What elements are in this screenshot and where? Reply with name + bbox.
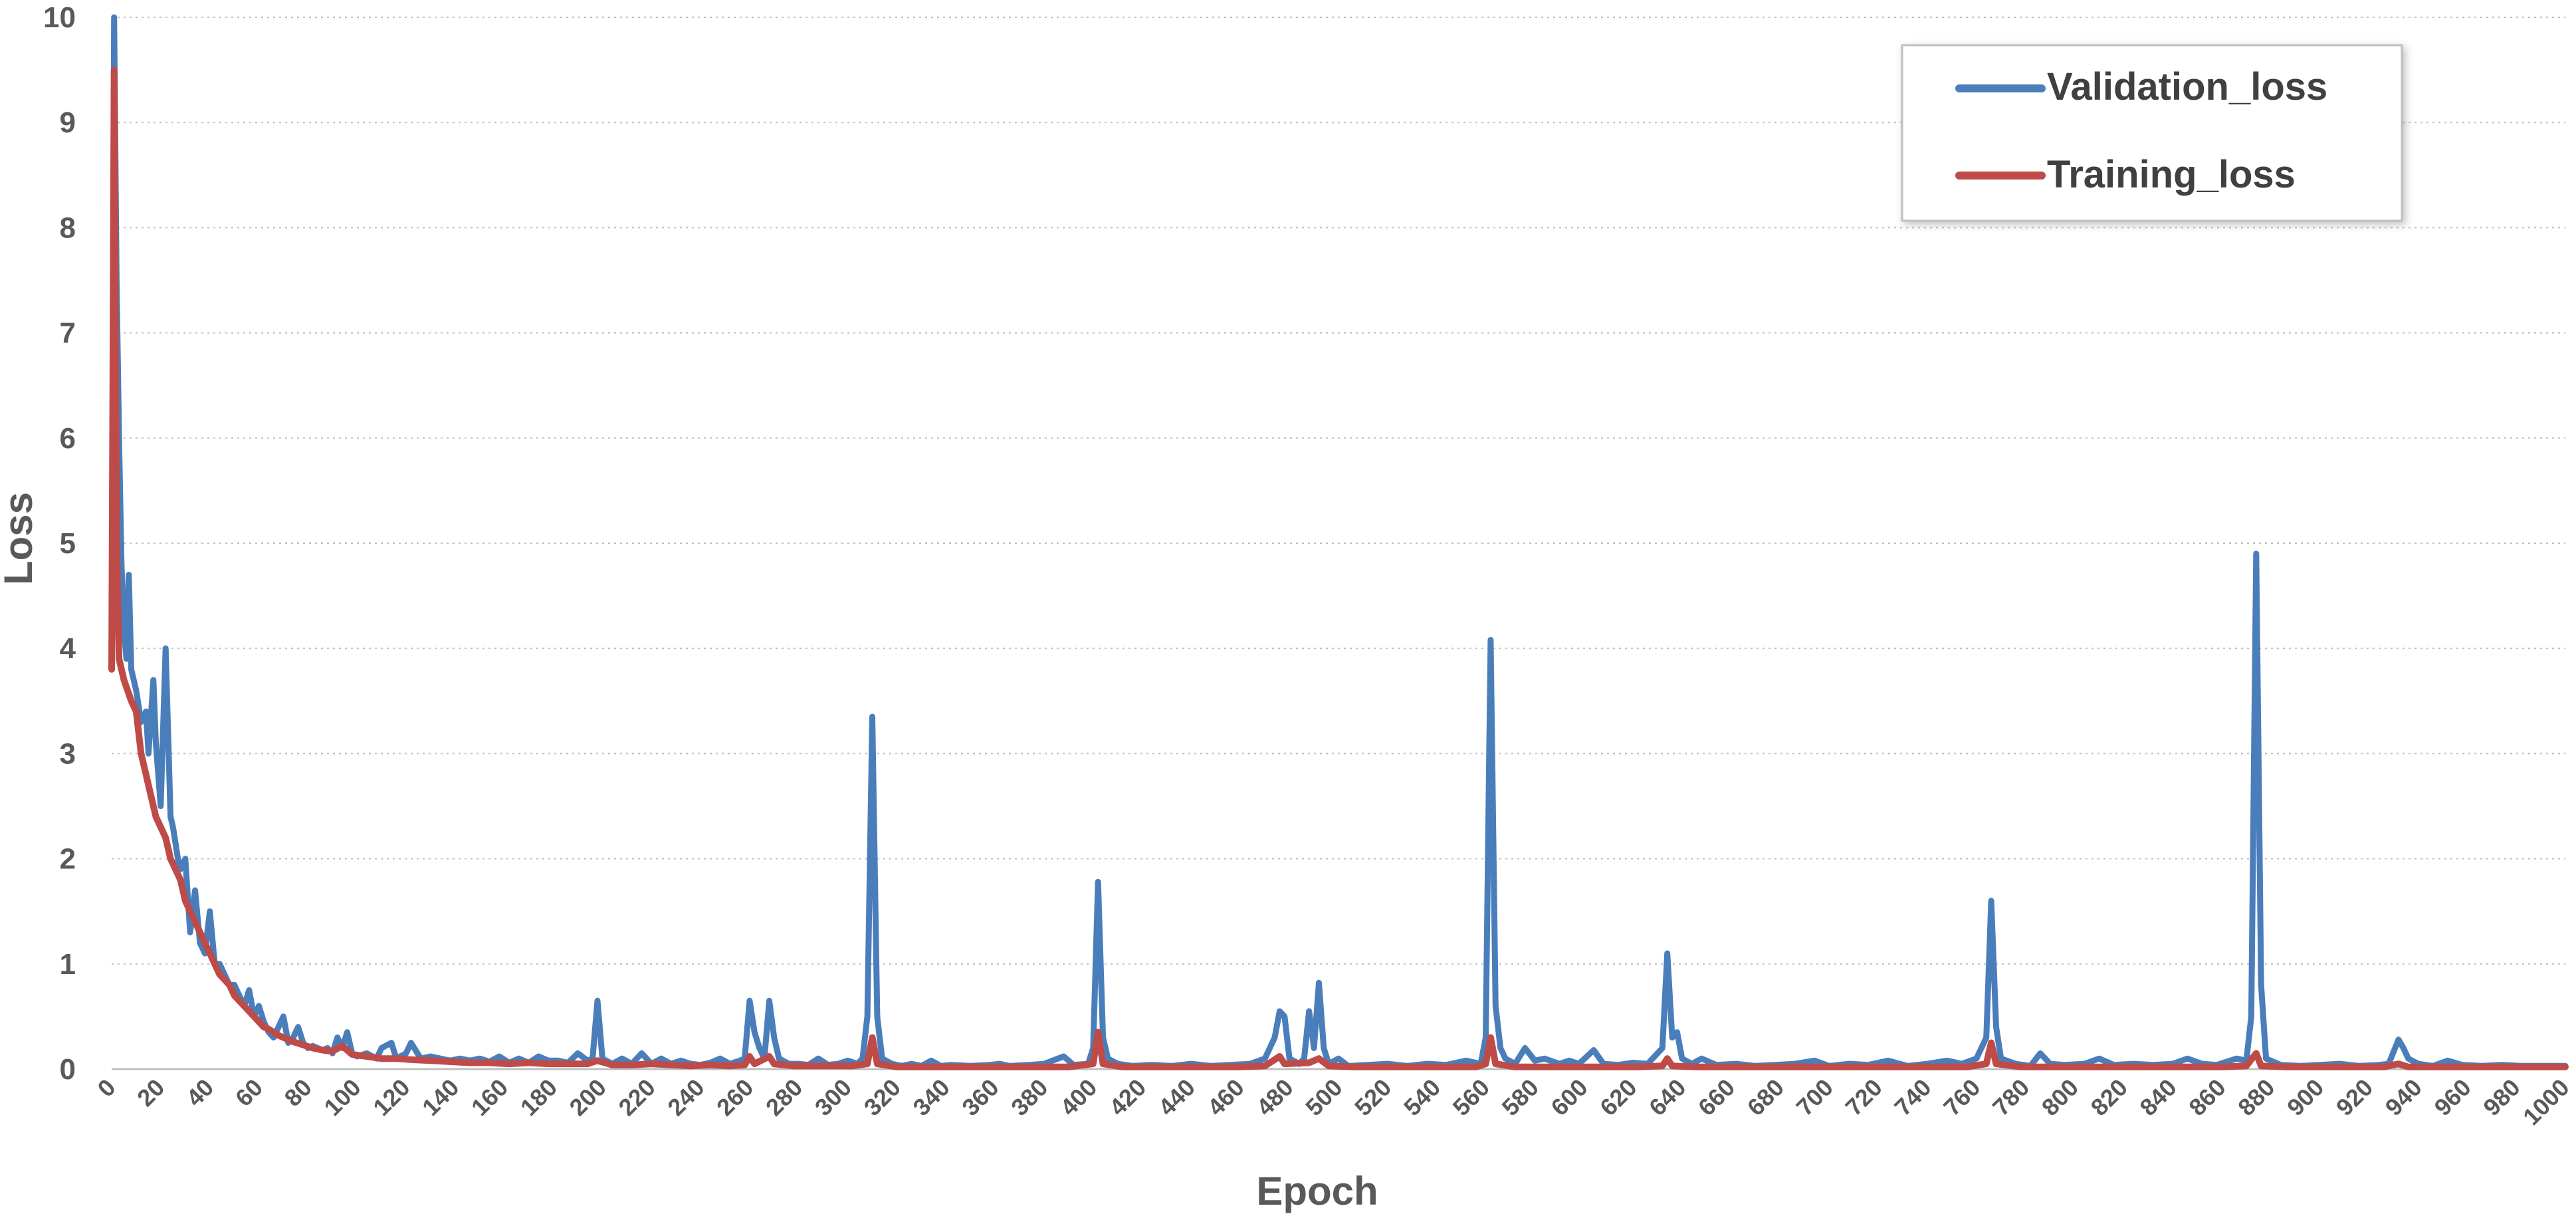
- x-tick-label: 900: [2282, 1074, 2329, 1121]
- x-tick-label: 340: [907, 1074, 954, 1121]
- y-tick-label: 0: [60, 1053, 76, 1086]
- x-tick-label: 540: [1398, 1074, 1446, 1121]
- y-tick-label: 4: [60, 632, 76, 665]
- x-tick-label: 500: [1300, 1074, 1347, 1121]
- x-tick-label: 560: [1448, 1074, 1495, 1121]
- x-tick-label: 200: [564, 1074, 611, 1121]
- y-tick-label: 3: [60, 737, 76, 770]
- x-tick-label: 420: [1104, 1074, 1151, 1121]
- x-tick-label: 660: [1693, 1074, 1740, 1121]
- legend-label-training: Training_loss: [2047, 153, 2296, 196]
- series-lines: [108, 14, 2569, 1070]
- x-tick-label: 720: [1840, 1074, 1887, 1121]
- x-tick-label: 880: [2232, 1074, 2280, 1121]
- legend-box: [1901, 44, 2403, 222]
- x-tick-label: 300: [809, 1074, 857, 1121]
- x-tick-label: 840: [2134, 1074, 2181, 1121]
- y-tick-label: 7: [60, 317, 76, 350]
- x-tick-label: 600: [1545, 1074, 1592, 1121]
- x-tick-label: 680: [1742, 1074, 1789, 1121]
- x-tick-label: 800: [2036, 1074, 2084, 1121]
- x-tick-labels: 0 20 40 60 80 100 120 140 160 180 200 220 240 260 280 3…: [92, 1074, 2575, 1131]
- x-tick-label: 580: [1497, 1074, 1544, 1121]
- x-tick-label: 280: [760, 1074, 807, 1121]
- x-tick-label: 480: [1251, 1074, 1298, 1121]
- x-tick-label: 240: [662, 1074, 709, 1121]
- gridlines: [112, 17, 2565, 965]
- x-tick-label: 1000: [2518, 1074, 2575, 1131]
- x-tick-label: 980: [2478, 1074, 2525, 1121]
- series-line-training-loss: [108, 66, 2569, 1070]
- x-tick-label: 100: [318, 1074, 366, 1121]
- y-tick-label: 5: [60, 527, 76, 560]
- x-tick-label: 320: [859, 1074, 906, 1121]
- y-tick-label: 1: [60, 948, 76, 981]
- x-tick-label: 460: [1202, 1074, 1249, 1121]
- x-tick-label: 60: [230, 1074, 268, 1112]
- x-tick-label: 960: [2429, 1074, 2476, 1121]
- legend: Validation_loss Training_loss: [1901, 44, 2403, 222]
- x-tick-label: 220: [613, 1074, 660, 1121]
- x-tick-label: 40: [181, 1074, 219, 1112]
- x-tick-label: 860: [2183, 1074, 2230, 1121]
- legend-label-validation: Validation_loss: [2047, 65, 2327, 108]
- x-tick-label: 160: [466, 1074, 513, 1121]
- x-tick-label: 120: [368, 1074, 415, 1121]
- x-tick-label: 260: [711, 1074, 758, 1121]
- x-tick-label: 20: [132, 1074, 169, 1112]
- x-tick-label: 80: [279, 1074, 317, 1112]
- y-tick-label: 6: [60, 422, 76, 455]
- x-tick-label: 0: [92, 1074, 121, 1102]
- x-tick-label: 380: [1006, 1074, 1053, 1121]
- x-tick-label: 760: [1938, 1074, 1985, 1121]
- x-tick-label: 520: [1349, 1074, 1396, 1121]
- x-axis-title: Epoch: [1256, 1169, 1378, 1213]
- x-tick-label: 780: [1987, 1074, 2034, 1121]
- y-tick-label: 8: [60, 211, 76, 244]
- x-tick-label: 180: [515, 1074, 562, 1121]
- x-tick-label: 140: [417, 1074, 464, 1121]
- y-axis-title: Loss: [0, 492, 41, 585]
- x-tick-label: 820: [2086, 1074, 2133, 1121]
- y-tick-label: 9: [60, 106, 76, 139]
- x-tick-label: 940: [2380, 1074, 2427, 1121]
- y-tick-label: 2: [60, 843, 76, 876]
- x-tick-label: 440: [1153, 1074, 1200, 1121]
- x-tick-label: 400: [1055, 1074, 1102, 1121]
- x-tick-label: 740: [1889, 1074, 1936, 1121]
- x-tick-label: 620: [1594, 1074, 1642, 1121]
- y-tick-label: 10: [43, 1, 76, 34]
- x-tick-label: 920: [2331, 1074, 2378, 1121]
- x-tick-label: 360: [956, 1074, 1004, 1121]
- y-tick-labels: 0 1 2 3 4 5 6 7 8 9 10: [43, 1, 76, 1086]
- x-tick-label: 640: [1644, 1074, 1691, 1121]
- x-tick-label: 700: [1791, 1074, 1838, 1121]
